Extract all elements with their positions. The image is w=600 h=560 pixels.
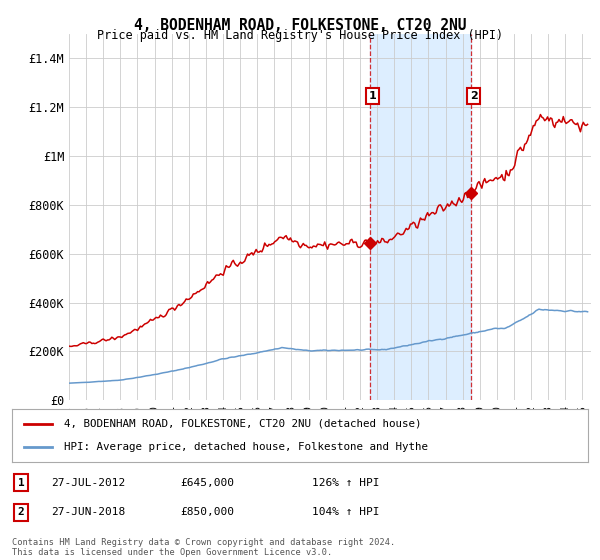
Text: 4, BODENHAM ROAD, FOLKESTONE, CT20 2NU (detached house): 4, BODENHAM ROAD, FOLKESTONE, CT20 2NU (… xyxy=(64,419,421,429)
Text: 126% ↑ HPI: 126% ↑ HPI xyxy=(312,478,380,488)
Text: Contains HM Land Registry data © Crown copyright and database right 2024.
This d: Contains HM Land Registry data © Crown c… xyxy=(12,538,395,557)
Text: Price paid vs. HM Land Registry's House Price Index (HPI): Price paid vs. HM Land Registry's House … xyxy=(97,29,503,42)
Text: £645,000: £645,000 xyxy=(180,478,234,488)
Text: 27-JUL-2012: 27-JUL-2012 xyxy=(51,478,125,488)
Text: 104% ↑ HPI: 104% ↑ HPI xyxy=(312,507,380,517)
Text: 2: 2 xyxy=(470,91,478,101)
Text: £850,000: £850,000 xyxy=(180,507,234,517)
Text: HPI: Average price, detached house, Folkestone and Hythe: HPI: Average price, detached house, Folk… xyxy=(64,442,428,452)
Text: 4, BODENHAM ROAD, FOLKESTONE, CT20 2NU: 4, BODENHAM ROAD, FOLKESTONE, CT20 2NU xyxy=(134,18,466,33)
Text: 2: 2 xyxy=(17,507,25,517)
Text: 1: 1 xyxy=(17,478,25,488)
Bar xyxy=(370,34,471,400)
Text: 1: 1 xyxy=(368,91,376,101)
Text: 27-JUN-2018: 27-JUN-2018 xyxy=(51,507,125,517)
